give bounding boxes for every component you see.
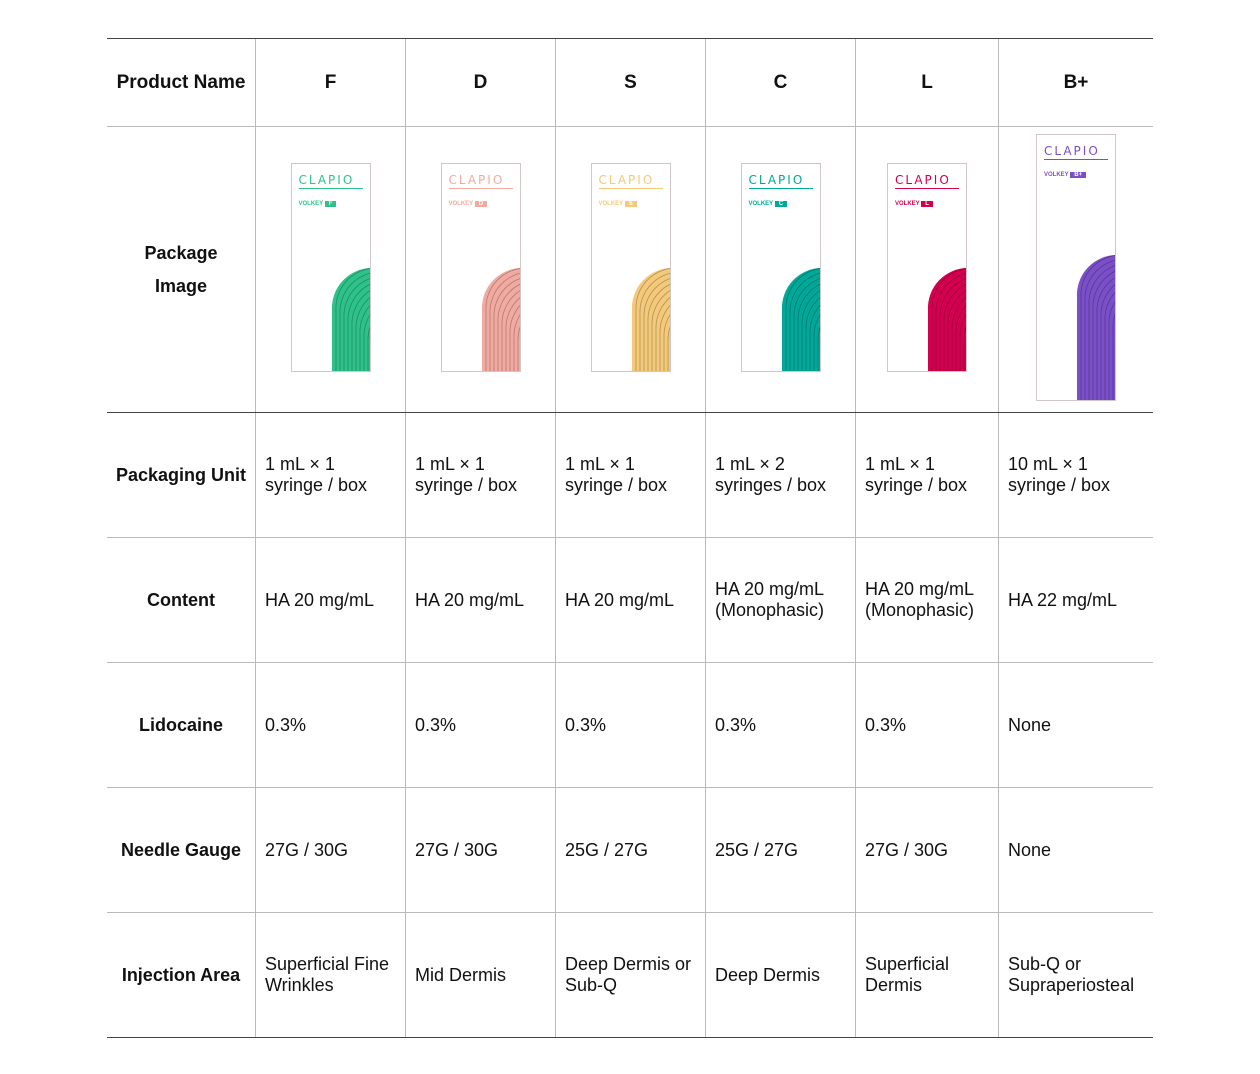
- package-box-image: CLAPIO VOLKEY C: [740, 162, 821, 372]
- package-image-cell: CLAPIO VOLKEY S: [555, 126, 706, 413]
- cell-value: 27G / 30G: [405, 787, 556, 913]
- divider: [748, 187, 813, 189]
- cell-value: Deep Dermis: [705, 912, 856, 1038]
- package-image-cell: CLAPIO VOLKEY L: [855, 126, 999, 413]
- product-c: C: [705, 38, 856, 127]
- arch-graphic: [927, 267, 966, 371]
- arch-graphic: [781, 267, 820, 371]
- package-image-label: Package Image: [107, 126, 256, 413]
- arch-graphic: [331, 267, 370, 371]
- row-label: Packaging Unit: [107, 412, 256, 538]
- cell-value: Mid Dermis: [405, 912, 556, 1038]
- table-row: Content HA 20 mg/mL HA 20 mg/mL HA 20 mg/mL…: [107, 537, 1153, 663]
- arch-graphic: [1076, 254, 1115, 400]
- package-box-image: CLAPIO VOLKEY B+: [1036, 133, 1116, 401]
- cell-value: HA 20 mg/mL: [405, 537, 556, 663]
- table-row: Lidocaine 0.3% 0.3% 0.3% 0.3% 0.3% None: [107, 662, 1153, 788]
- cell-value: 1 mL × 1 syringe / box: [255, 412, 406, 538]
- divider: [895, 187, 959, 189]
- cell-value: HA 20 mg/mL: [555, 537, 706, 663]
- row-label: Needle Gauge: [107, 787, 256, 913]
- sub-brand-logo: VOLKEY F: [299, 194, 337, 215]
- sub-brand-logo: VOLKEY S: [599, 194, 637, 215]
- cell-value: 0.3%: [705, 662, 856, 788]
- cell-value: 1 mL × 2 syringes / box: [705, 412, 856, 538]
- sub-brand-logo: VOLKEY B+: [1044, 165, 1087, 186]
- divider: [598, 187, 663, 189]
- header-label: Product Name: [107, 38, 256, 127]
- arch-graphic: [481, 267, 520, 371]
- product-d: D: [405, 38, 556, 127]
- cell-value: Superficial Dermis: [855, 912, 999, 1038]
- header-row: Product Name F D S C L B+: [107, 38, 1153, 127]
- cell-value: HA 20 mg/mL: [255, 537, 406, 663]
- product-bplus: B+: [998, 38, 1153, 127]
- cell-value: Sub-Q or Supraperiosteal: [998, 912, 1153, 1038]
- arch-graphic: [631, 267, 670, 371]
- cell-value: 10 mL × 1 syringe / box: [998, 412, 1153, 538]
- row-label: Lidocaine: [107, 662, 256, 788]
- package-box-image: CLAPIO VOLKEY F: [290, 162, 371, 372]
- cell-value: 25G / 27G: [555, 787, 706, 913]
- table-row: Needle Gauge 27G / 30G 27G / 30G 25G / 27G 2…: [107, 787, 1153, 913]
- cell-value: 27G / 30G: [855, 787, 999, 913]
- cell-value: 27G / 30G: [255, 787, 406, 913]
- cell-value: HA 22 mg/mL: [998, 537, 1153, 663]
- sub-brand-logo: VOLKEY L: [895, 194, 933, 215]
- product-comparison-table: Product Name F D S C L B+ Package Image C…: [107, 38, 1153, 1038]
- cell-value: 1 mL × 1 syringe / box: [855, 412, 999, 538]
- package-box-image: CLAPIO VOLKEY L: [887, 162, 967, 372]
- table-row: Injection Area Superficial Fine Wrinkles M…: [107, 912, 1153, 1038]
- sub-brand-logo: VOLKEY D: [449, 194, 488, 215]
- cell-value: 1 mL × 1 syringe / box: [405, 412, 556, 538]
- divider: [1044, 158, 1108, 160]
- brand-logo: CLAPIO: [895, 172, 951, 187]
- row-label: Content: [107, 537, 256, 663]
- package-box-image: CLAPIO VOLKEY S: [590, 162, 671, 372]
- table-row: Packaging Unit 1 mL × 1 syringe / box 1 mL…: [107, 412, 1153, 538]
- cell-value: None: [998, 787, 1153, 913]
- divider: [448, 187, 513, 189]
- label-line: Image: [154, 275, 208, 296]
- cell-value: HA 20 mg/mL (Monophasic): [855, 537, 999, 663]
- package-image-cell: CLAPIO VOLKEY C: [705, 126, 856, 413]
- row-label: Injection Area: [107, 912, 256, 1038]
- package-image-cell: CLAPIO VOLKEY B+: [998, 126, 1153, 413]
- divider: [298, 187, 363, 189]
- package-image-cell: CLAPIO VOLKEY D: [405, 126, 556, 413]
- package-box-image: CLAPIO VOLKEY D: [440, 162, 521, 372]
- package-image-row: Package Image CLAPIO VOLKEY F CLAPIO VOLK…: [107, 126, 1153, 413]
- brand-logo: CLAPIO: [298, 172, 355, 187]
- cell-value: 1 mL × 1 syringe / box: [555, 412, 706, 538]
- cell-value: HA 20 mg/mL (Monophasic): [705, 537, 856, 663]
- cell-value: 0.3%: [855, 662, 999, 788]
- product-f: F: [255, 38, 406, 127]
- label-line: Package: [144, 242, 218, 263]
- brand-logo: CLAPIO: [448, 172, 505, 187]
- cell-value: 0.3%: [255, 662, 406, 788]
- cell-value: Deep Dermis or Sub-Q: [555, 912, 706, 1038]
- product-s: S: [555, 38, 706, 127]
- brand-logo: CLAPIO: [598, 172, 655, 187]
- brand-logo: CLAPIO: [1044, 143, 1100, 158]
- cell-value: None: [998, 662, 1153, 788]
- brand-logo: CLAPIO: [748, 172, 805, 187]
- product-l: L: [855, 38, 999, 127]
- cell-value: 0.3%: [555, 662, 706, 788]
- cell-value: 0.3%: [405, 662, 556, 788]
- cell-value: 25G / 27G: [705, 787, 856, 913]
- cell-value: Superficial Fine Wrinkles: [255, 912, 406, 1038]
- package-image-cell: CLAPIO VOLKEY F: [255, 126, 406, 413]
- sub-brand-logo: VOLKEY C: [749, 194, 788, 215]
